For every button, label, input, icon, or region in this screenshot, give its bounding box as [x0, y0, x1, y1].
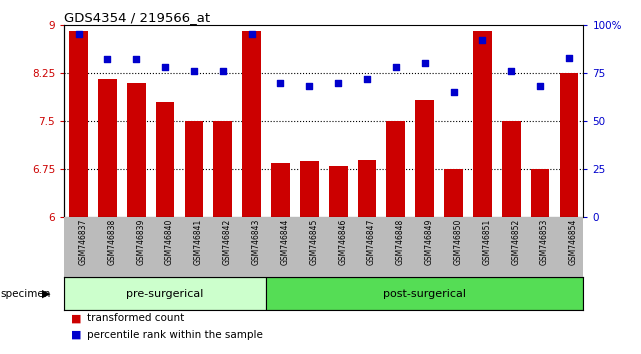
Point — [564, 55, 574, 60]
Point — [160, 64, 171, 70]
Text: GSM746844: GSM746844 — [281, 218, 290, 265]
Bar — [98, 79, 117, 217]
Bar — [531, 169, 549, 217]
Text: GSM746848: GSM746848 — [396, 218, 405, 265]
Text: GDS4354 / 219566_at: GDS4354 / 219566_at — [64, 11, 210, 24]
Point — [391, 64, 401, 70]
Bar — [387, 121, 405, 217]
Text: GSM746847: GSM746847 — [367, 218, 376, 265]
Text: GSM746841: GSM746841 — [194, 218, 203, 265]
Text: post-surgerical: post-surgerical — [383, 289, 466, 298]
Text: GSM746837: GSM746837 — [79, 218, 88, 265]
Point — [420, 61, 430, 66]
Text: pre-surgerical: pre-surgerical — [126, 289, 204, 298]
Point — [276, 80, 286, 85]
Text: GSM746842: GSM746842 — [223, 218, 232, 265]
Text: GSM746845: GSM746845 — [310, 218, 319, 265]
Text: GSM746846: GSM746846 — [338, 218, 347, 265]
Bar — [560, 73, 578, 217]
Bar — [127, 82, 146, 217]
Point — [362, 76, 372, 81]
Point — [103, 57, 113, 62]
Bar — [185, 121, 203, 217]
Text: GSM746840: GSM746840 — [165, 218, 174, 265]
Bar — [300, 161, 319, 217]
Point — [74, 32, 83, 37]
Bar — [156, 102, 174, 217]
Point — [477, 37, 487, 43]
Bar — [358, 160, 376, 217]
Point — [218, 68, 228, 74]
Bar — [502, 121, 520, 217]
Text: ■: ■ — [71, 314, 81, 324]
Bar — [242, 31, 261, 217]
Bar — [473, 31, 492, 217]
Text: GSM746854: GSM746854 — [569, 218, 578, 265]
Point — [304, 84, 315, 89]
Text: GSM746852: GSM746852 — [512, 218, 520, 265]
Bar — [415, 101, 434, 217]
Text: GSM746838: GSM746838 — [108, 218, 117, 265]
Point — [131, 57, 142, 62]
Point — [333, 80, 344, 85]
Bar — [64, 277, 266, 310]
Bar — [444, 169, 463, 217]
Text: specimen: specimen — [1, 289, 51, 298]
Text: percentile rank within the sample: percentile rank within the sample — [87, 330, 262, 340]
Point — [506, 68, 517, 74]
Text: ■: ■ — [71, 330, 81, 340]
Point — [535, 84, 545, 89]
Bar — [266, 277, 583, 310]
Text: GSM746850: GSM746850 — [454, 218, 463, 265]
Bar — [213, 121, 232, 217]
Text: GSM746839: GSM746839 — [137, 218, 146, 265]
Bar — [271, 163, 290, 217]
Text: ▶: ▶ — [42, 289, 51, 298]
Text: GSM746853: GSM746853 — [540, 218, 549, 265]
Text: GSM746849: GSM746849 — [425, 218, 434, 265]
Text: transformed count: transformed count — [87, 314, 184, 324]
Bar — [69, 31, 88, 217]
Point — [449, 89, 459, 95]
Point — [246, 32, 256, 37]
Text: GSM746851: GSM746851 — [482, 218, 492, 265]
Point — [188, 68, 199, 74]
Bar — [329, 166, 347, 217]
Text: GSM746843: GSM746843 — [251, 218, 261, 265]
